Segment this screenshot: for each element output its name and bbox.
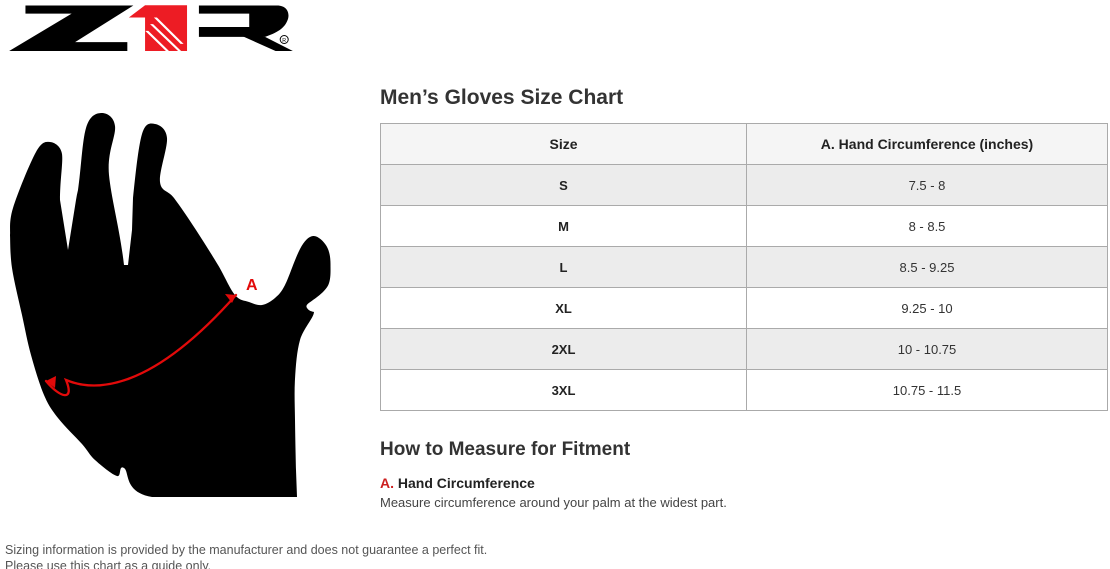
svg-text:R: R [282, 38, 286, 44]
